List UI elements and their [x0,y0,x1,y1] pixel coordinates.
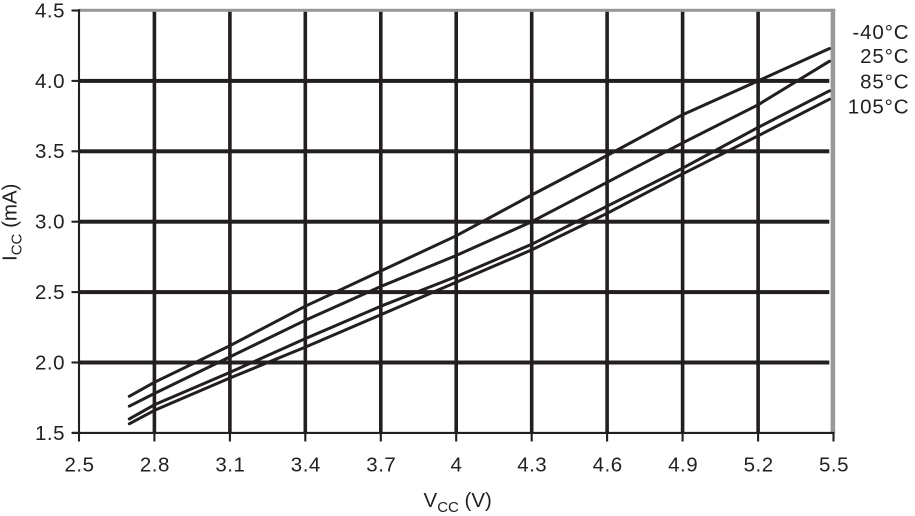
svg-text:3.7: 3.7 [366,454,396,477]
svg-text:2.0: 2.0 [35,351,65,374]
svg-text:4: 4 [451,454,463,477]
svg-text:1.5: 1.5 [35,422,65,445]
svg-text:2.5: 2.5 [35,281,65,304]
svg-text:105°C: 105°C [848,96,910,119]
svg-text:5.2: 5.2 [744,454,774,477]
svg-text:4.5: 4.5 [35,0,65,22]
svg-text:2.8: 2.8 [140,454,170,477]
svg-text:4.6: 4.6 [593,454,623,477]
svg-text:-40°C: -40°C [852,21,909,44]
svg-text:VCC (V): VCC (V) [424,489,492,516]
svg-text:3.0: 3.0 [35,211,65,234]
svg-text:5.5: 5.5 [819,454,849,477]
svg-text:85°C: 85°C [860,71,909,94]
svg-text:4.0: 4.0 [35,70,65,93]
svg-text:3.1: 3.1 [215,454,245,477]
svg-text:4.9: 4.9 [668,454,698,477]
svg-text:3.5: 3.5 [35,140,65,163]
svg-text:4.3: 4.3 [517,454,547,477]
svg-text:2.5: 2.5 [65,454,95,477]
svg-text:3.4: 3.4 [291,454,321,477]
svg-text:25°C: 25°C [860,45,909,68]
